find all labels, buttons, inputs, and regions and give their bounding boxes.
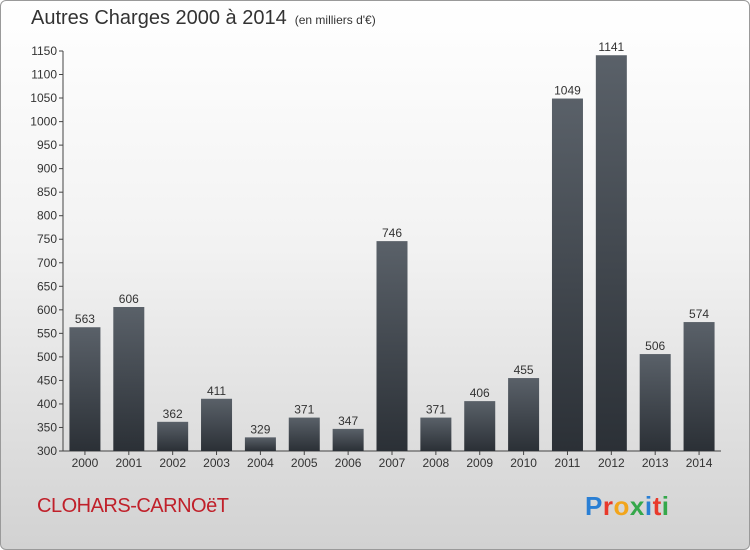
y-tick-label: 300 [37,444,57,458]
data-label: 455 [514,363,534,377]
logo-letter: r [602,491,614,521]
chart-subtitle: (en milliers d'€) [294,13,376,27]
x-tick-label: 2003 [203,456,230,470]
data-label: 1141 [598,40,624,54]
y-tick-label: 1000 [30,115,57,129]
data-label: 362 [163,407,183,421]
x-tick-label: 2009 [466,456,493,470]
bar [464,401,496,451]
data-labels: 563 606 362 411 329 371 347 746 371 406 455 1049 114… [75,40,709,436]
data-label: 1049 [554,84,581,98]
y-tick-label: 850 [37,185,57,199]
logo-letter: t [652,491,662,521]
y-tick-label: 750 [37,232,57,246]
y-tick-label: 450 [37,373,57,387]
x-tick-label: 2014 [686,456,713,470]
chart-title-text: Autres Charges 2000 à 2014 [31,7,287,29]
data-label: 406 [470,386,490,400]
y-tick-label: 900 [37,162,57,176]
y-tick-label: 1050 [30,91,57,105]
y-tick-label: 400 [37,397,57,411]
y-tick-label: 950 [37,138,57,152]
data-label: 371 [294,403,314,417]
bar [508,378,540,451]
x-tick-label: 2001 [115,456,142,470]
data-label: 347 [338,414,358,428]
logo-letter: i [644,491,653,521]
bar [201,398,233,451]
x-tick-label: 2004 [247,456,274,470]
bar [551,98,583,451]
data-label: 506 [645,339,665,353]
bar [683,322,715,451]
data-label: 411 [207,384,226,398]
bar [376,241,408,451]
chart-title: Autres Charges 2000 à 2014 (en milliers d… [31,7,376,30]
y-tick-label: 600 [37,303,57,317]
x-tick-label: 2011 [555,456,581,470]
proxiti-logo: Proxiti [585,491,669,522]
y-tick-label: 500 [37,350,57,364]
bar [69,327,101,451]
logo-letter: o [613,491,630,521]
x-tick-label: 2005 [291,456,318,470]
y-tick-label: 700 [37,256,57,270]
bars [69,55,715,452]
y-tick-label: 650 [37,279,57,293]
x-tick-label: 2010 [510,456,537,470]
bar [420,417,452,451]
commune-name: CLOHARS-CARNOëT [37,495,229,517]
y-tick-label: 1150 [31,44,57,58]
x-tick-label: 2006 [335,456,362,470]
logo-letter: i [661,491,670,521]
bar [595,55,627,452]
data-label: 329 [250,422,270,436]
x-tick-label: 2012 [598,456,625,470]
bar [157,421,189,451]
x-tick-label: 2000 [72,456,99,470]
x-tick-label: 2008 [423,456,450,470]
bar [332,428,364,451]
y-tick-label: 550 [37,326,57,340]
data-label: 606 [119,292,139,306]
bar [288,417,320,451]
logo-letter: P [585,491,603,521]
bar [639,354,671,451]
y-tick-label: 1100 [31,68,57,82]
bar [113,307,145,451]
data-label: 563 [75,312,95,326]
y-tick-label: 800 [37,209,57,223]
x-tick-label: 2002 [159,456,186,470]
logo-letter: x [629,491,645,521]
data-label: 574 [689,307,709,321]
bar [244,437,276,451]
y-tick-label: 350 [37,420,57,434]
x-tick-label: 2007 [379,456,406,470]
data-label: 371 [426,403,446,417]
x-tick-label: 2013 [642,456,669,470]
data-label: 746 [382,226,402,240]
